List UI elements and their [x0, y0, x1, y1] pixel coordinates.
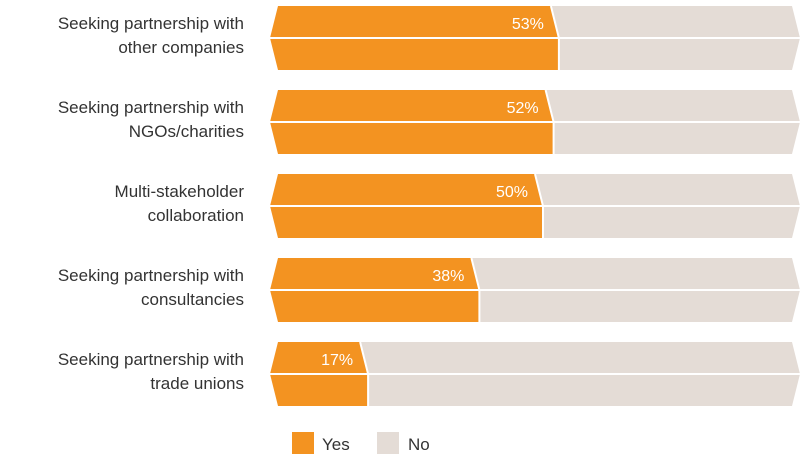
legend: Yes No — [292, 432, 430, 454]
legend-swatch-no — [377, 432, 399, 454]
legend-label-no: No — [408, 435, 430, 454]
category-label-3: Multi-stakeholder collaboration — [115, 182, 245, 225]
data-label-5: 17% — [321, 352, 353, 369]
category-label-4: Seeking partnership with consultancies — [58, 266, 244, 309]
category-label-2: Seeking partnership with NGOs/charities — [58, 98, 244, 141]
data-label-1: 53% — [512, 16, 544, 33]
data-label-3: 50% — [496, 184, 528, 201]
category-labels: Seeking partnership with other companies S… — [58, 14, 245, 393]
data-label-4: 38% — [432, 268, 464, 285]
bar-split-5 — [359, 341, 370, 406]
legend-swatch-yes — [292, 432, 314, 454]
category-label-5: Seeking partnership with trade unions — [58, 350, 244, 393]
bars-layer: 53% 52% 50% 38% 17% — [270, 5, 800, 406]
data-label-2: 52% — [507, 100, 539, 117]
bar-split-4 — [470, 257, 481, 322]
bar-split-3 — [534, 173, 544, 238]
bar-split-2 — [544, 89, 555, 154]
category-label-1: Seeking partnership with other companies — [58, 14, 244, 57]
bar-split-1 — [549, 5, 560, 70]
legend-label-yes: Yes — [322, 435, 350, 454]
